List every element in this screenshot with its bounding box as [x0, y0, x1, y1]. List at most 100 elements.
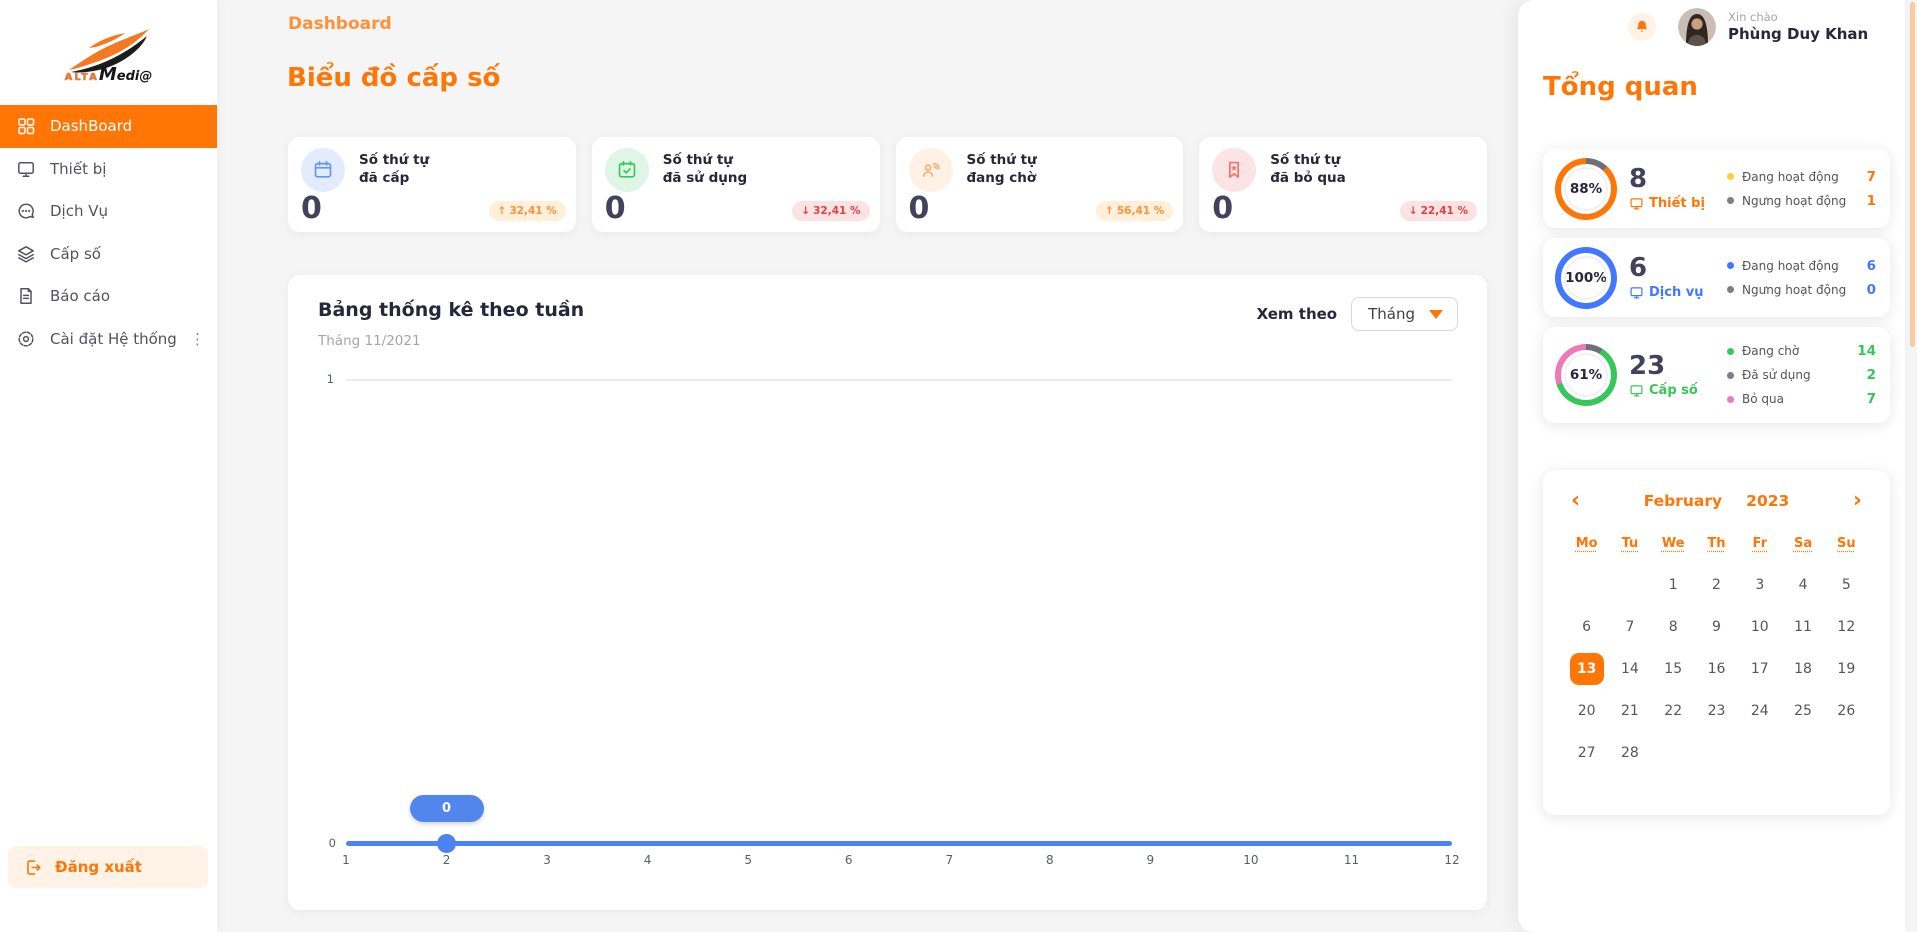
stat-card-title-line: đã cấp — [359, 170, 410, 187]
sidebar-item-reports[interactable]: Báo cáo — [0, 275, 217, 318]
x-axis-tick: 8 — [1045, 853, 1054, 867]
calendar-next-button[interactable]: › — [1847, 490, 1868, 512]
overview-label: Thiết bị — [1649, 196, 1705, 211]
calendar-day-number[interactable]: 25 — [1794, 703, 1812, 719]
ring-percent: 88% — [1569, 180, 1603, 197]
calendar-day-number[interactable]: 7 — [1625, 619, 1635, 635]
calendar-day-header: Mo — [1575, 535, 1598, 551]
calendar-day[interactable]: 24 — [1738, 690, 1781, 732]
legend-label: Đang hoạt động — [1742, 169, 1839, 184]
calendar-day[interactable]: 18 — [1781, 648, 1824, 690]
calendar-day-selected[interactable]: 13 — [1569, 653, 1604, 685]
calendar-day-number[interactable]: 17 — [1750, 661, 1769, 677]
calendar-day[interactable]: 20 — [1565, 690, 1608, 732]
calendar-day-number[interactable]: 11 — [1794, 619, 1812, 635]
calendar-day-number[interactable]: 3 — [1755, 577, 1765, 593]
chart-tooltip: 0 — [409, 795, 484, 822]
notification-button[interactable] — [1628, 13, 1656, 41]
calendar-day-number[interactable]: 22 — [1664, 703, 1683, 719]
chart-gridline — [346, 379, 1452, 381]
calendar-day-number[interactable]: 21 — [1621, 703, 1639, 719]
breadcrumb[interactable]: Dashboard — [288, 14, 392, 34]
sidebar-item-settings[interactable]: Cài đặt Hệ thống ⋮ — [0, 318, 217, 361]
calendar-day-number[interactable]: 6 — [1582, 619, 1592, 635]
chart-point[interactable] — [437, 834, 457, 853]
overview-link-devices[interactable]: Thiết bị — [1629, 196, 1715, 211]
calendar-day-number[interactable]: 16 — [1707, 661, 1726, 677]
calendar-year[interactable]: 2023 — [1746, 492, 1790, 510]
stat-cards-row: Số thứ tự đã cấp 0 ↑ 32,41 % Số thứ tự — [288, 137, 1487, 232]
calendar-day[interactable]: 23 — [1695, 690, 1738, 732]
calendar-day[interactable]: 10 — [1738, 606, 1781, 648]
calendar-day[interactable]: 7 — [1608, 606, 1651, 648]
calendar-day-number[interactable]: 26 — [1837, 703, 1856, 719]
overview-value: 23 — [1629, 350, 1666, 381]
calendar-day[interactable]: 26 — [1825, 690, 1868, 732]
calendar-day-number[interactable]: 20 — [1577, 703, 1596, 719]
sidebar-item-dashboard[interactable]: DashBoard — [0, 105, 217, 148]
legend-dot — [1727, 173, 1734, 180]
legend-value: 7 — [1866, 391, 1876, 407]
calendar-day[interactable]: 16 — [1695, 648, 1738, 690]
calendar-prev-button[interactable]: ‹ — [1565, 490, 1586, 512]
calendar-day[interactable]: 5 — [1825, 564, 1868, 606]
sidebar-item-services[interactable]: Dịch Vụ — [0, 190, 217, 233]
calendar-day[interactable]: 13 — [1565, 648, 1608, 690]
calendar-day[interactable]: 15 — [1652, 648, 1695, 690]
calendar-day-number[interactable]: 24 — [1750, 703, 1769, 719]
x-axis-tick: 1 — [342, 853, 350, 867]
overview-link-services[interactable]: Dịch vụ — [1629, 285, 1715, 300]
calendar-day[interactable]: 14 — [1608, 648, 1651, 690]
sidebar-item-devices[interactable]: Thiết bị — [0, 148, 217, 191]
change-badge: ↓ 22,41 % — [1399, 201, 1477, 221]
calendar-day[interactable]: 27 — [1565, 732, 1608, 774]
logout-button[interactable]: Đăng xuất — [8, 846, 208, 888]
calendar-day-number[interactable]: 19 — [1837, 661, 1856, 677]
calendar-day[interactable]: 6 — [1565, 606, 1608, 648]
calendar-day-number[interactable]: 8 — [1668, 619, 1678, 635]
calendar-day[interactable]: 8 — [1652, 606, 1695, 648]
user-menu[interactable]: Xin chào Phùng Duy Khan — [1678, 8, 1868, 46]
calendar-day-number[interactable]: 1 — [1668, 577, 1678, 593]
calendar-day[interactable]: 11 — [1781, 606, 1824, 648]
calendar-grid: Mo Tu We Th Fr Sa Su 1 2 3 4 5 6 7 8 9 10 11 12 13 14 15 16 17 1… — [1565, 522, 1868, 774]
calendar-day-number[interactable]: 10 — [1750, 619, 1769, 635]
calendar-day-number[interactable]: 27 — [1577, 745, 1596, 761]
calendar-day[interactable]: 2 — [1695, 564, 1738, 606]
calendar-day[interactable]: 4 — [1781, 564, 1824, 606]
calendar-day-number[interactable]: 12 — [1837, 619, 1856, 635]
calendar-day-number[interactable]: 18 — [1794, 661, 1812, 677]
overview-link-queue[interactable]: Cấp số — [1629, 383, 1715, 398]
stat-card-title-line: Số thứ tự — [359, 152, 430, 168]
stat-card-title-line: đang chờ — [966, 170, 1037, 187]
overview-value: 6 — [1629, 253, 1648, 283]
calendar-day-number[interactable]: 23 — [1707, 703, 1726, 719]
calendar-day[interactable]: 3 — [1738, 564, 1781, 606]
calendar-day-number[interactable]: 4 — [1798, 577, 1808, 593]
calendar-day-number[interactable]: 14 — [1621, 661, 1639, 677]
view-by-select[interactable]: Tháng — [1351, 297, 1458, 331]
calendar-day[interactable]: 25 — [1781, 690, 1824, 732]
calendar-day-number[interactable]: 15 — [1664, 661, 1683, 677]
sidebar-item-queue[interactable]: Cấp số — [0, 233, 217, 276]
calendar-day[interactable]: 21 — [1608, 690, 1651, 732]
calendar-day[interactable]: 1 — [1652, 564, 1695, 606]
scrollbar[interactable] — [1910, 2, 1915, 347]
calendar-day[interactable]: 12 — [1825, 606, 1868, 648]
calendar-day-number[interactable]: 28 — [1621, 745, 1639, 761]
sidebar-item-label: Cài đặt Hệ thống — [50, 329, 177, 348]
legend-dot — [1727, 347, 1734, 355]
calendar-day[interactable]: 28 — [1608, 732, 1651, 774]
overview-card-devices: 88% 8 Thiết bị Đang hoạt động 7 Ngưng ho… — [1543, 149, 1890, 228]
calendar-day-number[interactable]: 2 — [1712, 577, 1721, 593]
calendar-day-number[interactable]: 5 — [1841, 577, 1851, 593]
calendar-day[interactable]: 17 — [1738, 648, 1781, 690]
stat-card-title-line: Số thứ tự — [662, 152, 733, 168]
calendar-day[interactable]: 19 — [1825, 648, 1868, 690]
calendar-day[interactable]: 9 — [1695, 606, 1738, 648]
page-title: Biểu đồ cấp số — [287, 63, 501, 93]
calendar-month[interactable]: February — [1643, 492, 1723, 510]
calendar-day-number[interactable]: 9 — [1712, 619, 1721, 635]
calendar-day[interactable]: 22 — [1652, 690, 1695, 732]
more-options-icon[interactable]: ⋮ — [190, 329, 205, 348]
